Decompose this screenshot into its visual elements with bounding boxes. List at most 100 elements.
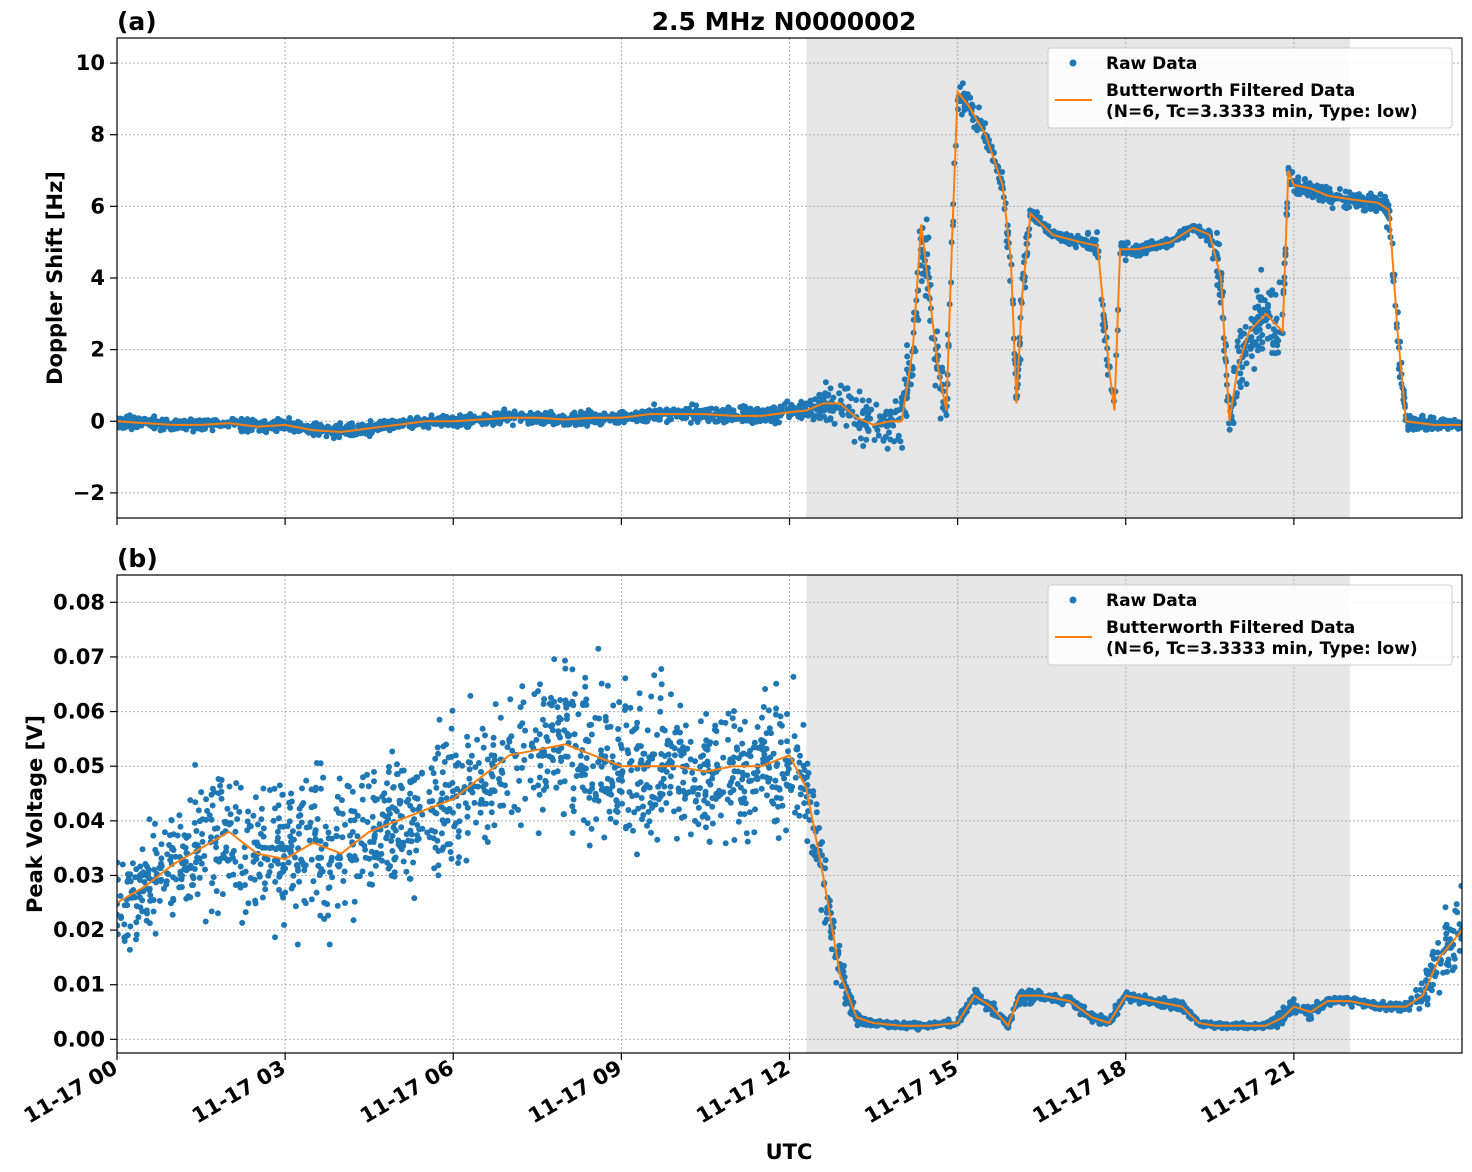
raw-data-point [586,795,592,801]
raw-data-point [276,815,282,821]
raw-data-point [602,789,608,795]
raw-data-point [852,421,858,427]
raw-data-point [225,424,231,430]
raw-data-point [555,720,561,726]
raw-data-point [115,877,121,883]
raw-data-point [1251,366,1257,372]
raw-data-point [644,823,650,829]
raw-data-point [608,816,614,822]
raw-data-point [260,895,266,901]
y-tick-label: 0 [90,409,105,433]
raw-data-point [613,808,619,814]
raw-data-point [386,764,392,770]
raw-data-point [522,728,528,734]
raw-data-point [629,758,635,764]
y-tick-label: −2 [73,481,105,505]
raw-data-point [491,735,497,741]
raw-data-point [545,768,551,774]
raw-data-point [359,783,365,789]
raw-data-point [1244,381,1250,387]
raw-data-point [281,824,287,830]
raw-data-point [381,790,387,796]
raw-data-point [450,788,456,794]
raw-data-point [872,437,878,443]
raw-data-point [351,917,357,923]
raw-data-point [243,909,249,915]
raw-data-point [798,415,804,421]
raw-data-point [154,850,160,856]
raw-data-point [863,437,869,443]
raw-data-point [271,419,277,425]
raw-data-point [176,884,182,890]
raw-data-point [802,813,808,819]
raw-data-point [389,749,395,755]
raw-data-point [489,800,495,806]
raw-data-point [570,830,576,836]
raw-data-point [537,681,543,687]
raw-data-point [1243,324,1249,330]
raw-data-point [880,437,886,443]
raw-data-point [360,774,366,780]
raw-data-point [1085,230,1091,236]
raw-data-point [203,919,209,925]
raw-data-point [823,857,829,863]
raw-data-point [1306,1016,1312,1022]
raw-data-point [720,755,726,761]
raw-data-point [433,785,439,791]
raw-data-point [829,946,835,952]
raw-data-point [429,827,435,833]
raw-data-point [565,754,571,760]
raw-data-point [688,756,694,762]
raw-data-point [456,828,462,834]
raw-data-point [1436,990,1442,996]
raw-data-point [748,753,754,759]
raw-data-point [410,860,416,866]
raw-data-point [267,787,273,793]
raw-data-point [637,690,643,696]
raw-data-point [696,805,702,811]
raw-data-point [313,836,319,842]
raw-data-point [735,769,741,775]
raw-data-point [211,874,217,880]
raw-data-point [1405,426,1411,432]
raw-data-point [794,746,800,752]
raw-data-point [497,803,503,809]
raw-data-point [192,799,198,805]
raw-data-point [634,792,640,798]
raw-data-point [209,880,215,886]
raw-data-point [335,862,341,868]
raw-data-point [490,742,496,748]
raw-data-point [350,432,356,438]
raw-data-point [1121,243,1127,249]
raw-data-point [489,752,495,758]
raw-data-point [137,864,143,870]
raw-data-point [528,753,534,759]
raw-data-point [814,809,820,815]
raw-data-point [599,681,605,687]
raw-data-point [668,691,674,697]
raw-data-point [137,877,143,883]
raw-data-point [615,726,621,732]
raw-data-point [707,839,713,845]
raw-data-point [658,695,664,701]
raw-data-point [415,415,421,421]
raw-data-point [858,435,864,441]
raw-data-point [231,848,237,854]
raw-data-point [651,401,657,407]
raw-data-point [551,656,557,662]
raw-data-point [198,789,204,795]
raw-data-point [195,891,201,897]
raw-data-point [772,406,778,412]
raw-data-point [485,839,491,845]
raw-data-point [774,795,780,801]
raw-data-point [582,684,588,690]
raw-data-point [318,855,324,861]
raw-data-point [522,796,528,802]
raw-data-point [145,871,151,877]
raw-data-point [800,404,806,410]
raw-data-point [816,415,822,421]
raw-data-point [578,753,584,759]
raw-data-point [464,421,470,427]
raw-data-point [1346,204,1352,210]
raw-data-point [217,783,223,789]
